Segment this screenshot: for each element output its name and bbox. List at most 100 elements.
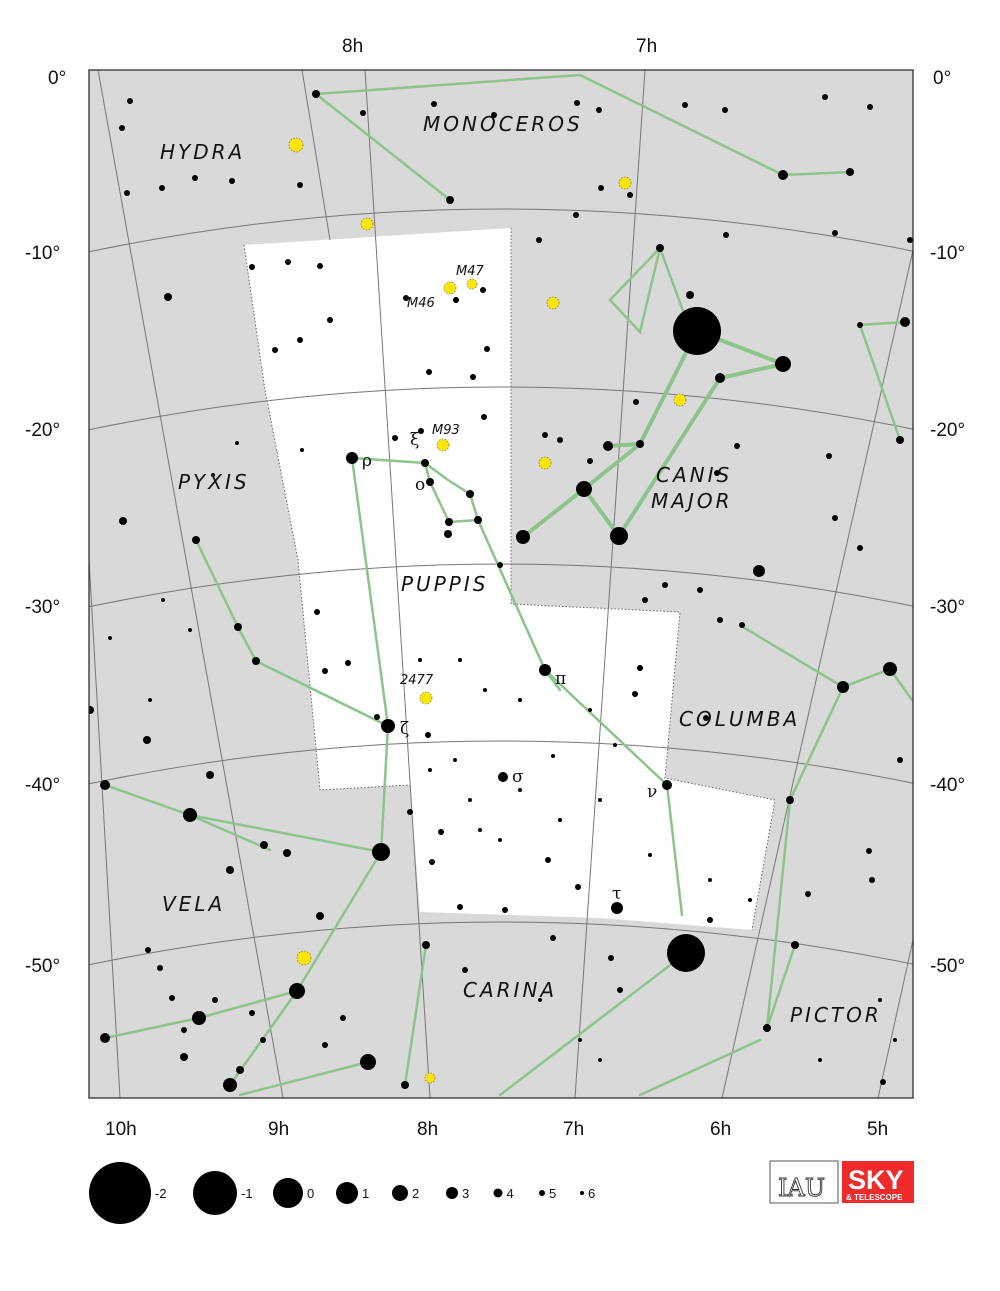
star (613, 743, 617, 747)
star (714, 470, 720, 476)
star (502, 907, 508, 913)
star (545, 857, 551, 863)
star (100, 1033, 110, 1043)
star (453, 758, 457, 762)
label-monoceros: MONOCEROS (423, 112, 583, 136)
label-rho: ρ (362, 451, 372, 471)
star (297, 337, 303, 343)
dec-label: 0° (933, 68, 951, 89)
star (715, 373, 725, 383)
star (421, 459, 429, 467)
declination-line (89, 921, 913, 966)
dec-label: 0° (48, 68, 66, 89)
star (426, 478, 434, 486)
star (498, 772, 508, 782)
star (907, 237, 913, 243)
right-ascension-line (97, 70, 284, 1098)
star (340, 1015, 346, 1021)
star (317, 263, 323, 269)
star (212, 997, 218, 1003)
star (791, 941, 799, 949)
chart-frame (88, 69, 914, 1099)
label-major: MAJOR (651, 489, 732, 513)
star (883, 662, 897, 676)
star-cluster (436, 438, 450, 452)
constellation-line (608, 245, 692, 335)
star (662, 780, 672, 790)
star (372, 843, 390, 861)
constellation-line (238, 1060, 370, 1097)
star (438, 829, 444, 835)
star (327, 317, 333, 323)
star (846, 168, 854, 176)
star (723, 232, 729, 238)
star (312, 90, 320, 98)
star (322, 1042, 328, 1048)
star (345, 660, 351, 666)
dec-label: -10° (930, 243, 965, 264)
star (418, 658, 422, 662)
ra-label-6h: 6h (710, 1119, 731, 1140)
star (428, 768, 432, 772)
star (900, 317, 910, 327)
star (431, 101, 437, 107)
star (260, 1037, 266, 1043)
star (516, 530, 530, 544)
ra-label-top-8h: 8h (342, 36, 363, 57)
star-cluster (546, 296, 560, 310)
constellation-line (858, 323, 902, 442)
star (192, 536, 200, 544)
legend-magnitude-dot (193, 1171, 237, 1215)
star (192, 1011, 206, 1025)
star (703, 715, 709, 721)
star (470, 374, 476, 380)
star (401, 1081, 409, 1089)
label-canis: CANIS (656, 463, 732, 487)
legend-magnitude-label: 4 (507, 1186, 514, 1201)
star (236, 1066, 244, 1074)
star (587, 458, 593, 464)
legend-magnitude-dot (580, 1191, 584, 1195)
star (573, 212, 579, 218)
constellation-line (188, 813, 272, 852)
star (161, 598, 165, 602)
constellation-line (606, 442, 642, 448)
star (249, 264, 255, 270)
star (574, 100, 580, 106)
star (145, 947, 151, 953)
star-cluster (466, 278, 478, 290)
legend-magnitude-label: 5 (549, 1186, 556, 1201)
star (786, 796, 794, 804)
label-tau: τ (612, 884, 621, 904)
star (425, 732, 431, 738)
star (322, 668, 328, 674)
legend-magnitude-label: 0 (307, 1186, 314, 1201)
star (897, 757, 903, 763)
star (360, 1054, 376, 1070)
star (462, 967, 468, 973)
star (557, 437, 563, 443)
star-cluster (538, 456, 552, 470)
label-zeta: ζ (400, 719, 409, 739)
legend-magnitude-dot (392, 1185, 408, 1201)
star (722, 107, 728, 113)
iau-logo-text: IAU (778, 1174, 825, 1202)
star (893, 1038, 897, 1042)
star (608, 955, 614, 961)
constellation-line (403, 943, 428, 1087)
star (100, 780, 110, 790)
star (316, 912, 324, 920)
constellation-line (741, 625, 845, 689)
star (206, 771, 214, 779)
star (252, 657, 260, 665)
star (636, 440, 644, 448)
label-hydra: HYDRA (160, 140, 245, 164)
star (880, 1079, 886, 1085)
star (753, 565, 765, 577)
star-cluster (360, 217, 374, 231)
star (403, 295, 409, 301)
star (518, 788, 522, 792)
star (575, 884, 581, 890)
right-ascension-line (721, 249, 913, 1098)
star (610, 527, 628, 545)
